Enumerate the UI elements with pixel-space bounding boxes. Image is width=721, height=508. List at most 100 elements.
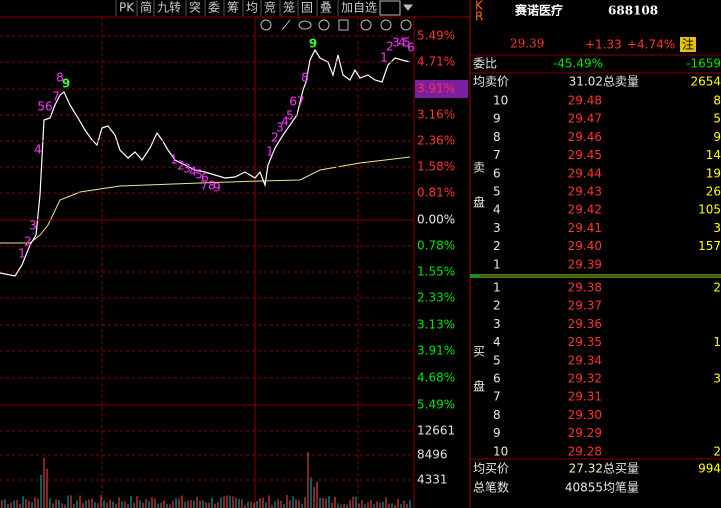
icon[interactable] [402,4,414,11]
sequence-marker: 1 [18,247,26,261]
toolbar-button[interactable]: 九转 [157,0,181,15]
icon[interactable] [380,19,392,31]
sequence-marker: 3 [29,219,37,233]
last-price: 29.39 [510,37,544,51]
level: 4 [493,335,501,349]
level: 7 [493,148,501,162]
icon[interactable] [379,0,401,16]
axis-label: 4.68% [417,371,455,385]
sequence-marker: 1 [170,153,178,167]
price: 29.48 [568,94,602,108]
toolbar-button[interactable]: 突 [189,0,201,15]
sequence-marker: 5 [403,36,411,50]
volume: 2 [713,281,721,295]
icon[interactable] [298,20,312,30]
summary-label: 均卖价 [473,75,509,89]
axis-label: 3.91% [417,82,455,96]
volume: 1 [713,335,721,349]
price: 29.38 [568,281,602,295]
toolbar-button[interactable]: 笼 [283,0,295,15]
volume: 14 [706,148,721,162]
sequence-marker: 5 [195,168,203,182]
toolbar-button[interactable]: 叠 [320,1,332,15]
side-label: 盘 [473,379,485,394]
toolbar-button[interactable]: 委 [208,1,220,15]
level: 2 [493,239,501,253]
tool-icons [260,0,414,31]
sequence-marker: 9 [62,77,70,91]
level: 1 [493,281,501,295]
sequence-marker: 4 [34,143,42,157]
volume: 8 [713,94,721,108]
tag-box [680,37,696,52]
summary-extra: 994 [698,462,721,476]
level: 9 [493,426,501,440]
sequence-marker: 5 [286,109,294,123]
axis-label: 1.58% [417,160,455,174]
toolbar-button[interactable]: 加自选 [341,1,377,15]
price-line [0,48,411,277]
sequence-marker: 78 [200,179,215,193]
volume-label: 4331 [417,473,448,487]
volume: 5 [713,112,721,126]
stock-name: 赛诺医疗 [514,3,563,18]
sequence-marker: 4 [281,115,289,129]
toolbar-button[interactable]: PK [119,1,135,15]
price: 29.34 [568,353,602,367]
toolbar-button[interactable]: 固 [301,1,313,15]
level: 10 [493,444,508,458]
icon[interactable] [318,19,330,31]
volume: 19 [706,166,721,180]
sequence-marker: 2 [24,235,32,249]
sequence-marker: 56 [37,100,52,114]
axis-label: 1.55% [417,265,455,279]
axis-label: 4.71% [417,55,455,69]
icon[interactable] [260,19,272,31]
price: 29.36 [568,317,602,331]
level: 8 [493,130,501,144]
volume-label: 12661 [417,424,455,438]
toolbar-button[interactable]: 竞 [264,1,276,15]
axis-label: 5.49% [417,398,455,412]
axis-label: 5.49% [417,29,455,43]
summary-value: 40855 [565,481,603,495]
change: +1.33 [585,38,622,52]
sequence-marker: 1 [380,51,388,65]
price: 29.31 [568,390,602,404]
toolbar-button[interactable]: 均 [246,1,258,15]
price: 29.40 [568,239,602,253]
level: 7 [493,390,501,404]
toolbar-button[interactable]: 筹 [227,1,239,15]
summary-label: 总笔数 [473,480,509,495]
summary-extra: 2654 [690,75,721,89]
sequence-marker: 8 [56,71,64,85]
tag: 注 [682,37,694,52]
level: 2 [493,299,501,313]
sequence-marker: 4 [189,165,197,179]
sequence-marker: 3 [183,162,191,176]
summary-value: -45.49% [553,57,603,71]
summary-label: 总卖量 [603,75,639,89]
price: 29.32 [568,372,602,386]
price: 29.46 [568,130,602,144]
summary-label: 总买量 [603,462,639,476]
level: 6 [493,166,501,180]
icon[interactable] [281,19,291,31]
volume-label: 8496 [417,448,448,462]
side-label: 盘 [473,195,485,210]
level: 8 [493,408,501,422]
icon[interactable] [338,19,349,31]
badge: R [475,10,483,24]
summary-value: 27.32 [569,462,603,476]
summary-extra: -1659 [686,57,721,71]
toolbar-button[interactable]: 简 [140,1,152,15]
price: 29.44 [568,166,602,180]
icon[interactable] [400,19,412,31]
sequence-marker: 4 [398,36,406,50]
price: 29.37 [568,299,602,313]
stock-code: 688108 [608,4,658,18]
badge: K [475,0,484,13]
price: 29.30 [568,408,602,422]
icon[interactable] [360,19,372,31]
sequence-marker: 6 [407,41,415,55]
